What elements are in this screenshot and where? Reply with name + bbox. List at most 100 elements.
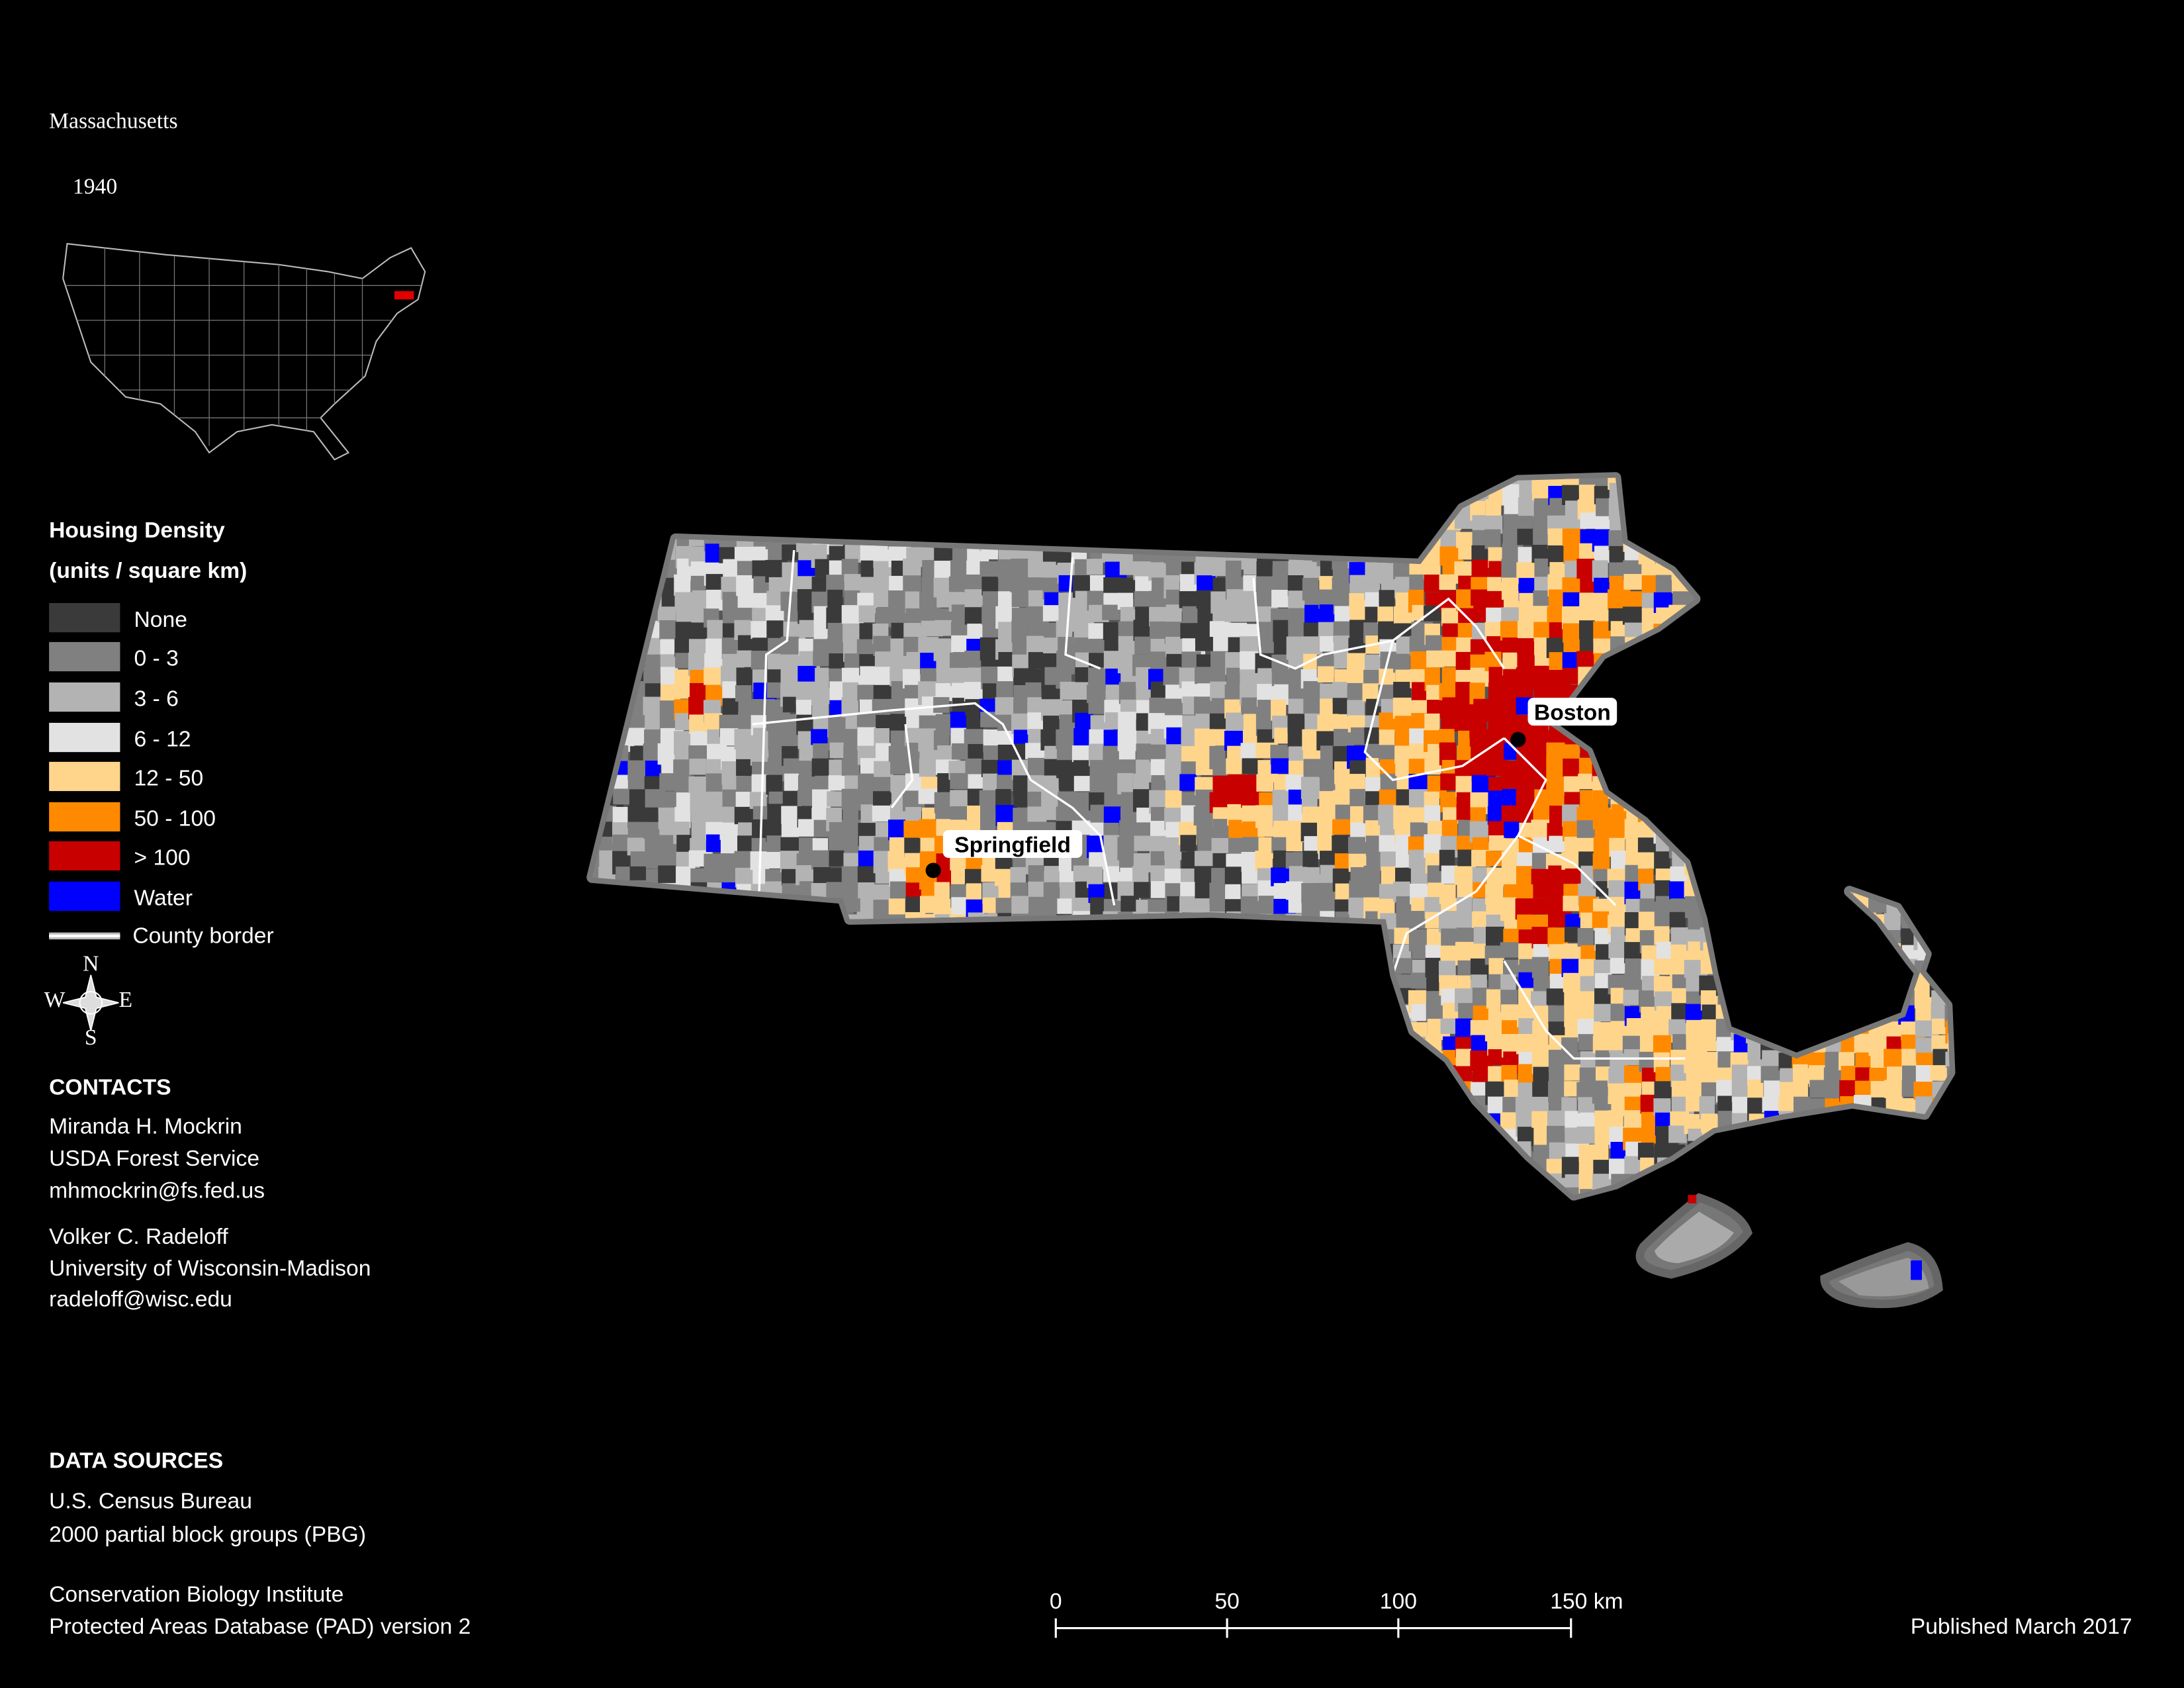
density-patch bbox=[903, 558, 921, 577]
density-patch bbox=[1579, 592, 1598, 608]
density-patch bbox=[750, 851, 767, 870]
density-patch bbox=[1637, 837, 1658, 853]
density-patch bbox=[645, 761, 661, 778]
density-patch bbox=[1379, 590, 1394, 612]
city-label-bg bbox=[1527, 698, 1617, 726]
source-line: Conservation Biology Institute bbox=[49, 1583, 343, 1607]
compass-w: W bbox=[44, 988, 66, 1012]
density-patch bbox=[1056, 620, 1073, 640]
density-patch bbox=[766, 774, 783, 795]
legend-swatch bbox=[49, 722, 120, 753]
density-patch bbox=[997, 744, 1015, 761]
island-water bbox=[1911, 1260, 1922, 1280]
legend-label: 12 - 50 bbox=[134, 767, 203, 791]
density-patch bbox=[1762, 1097, 1784, 1113]
density-patch bbox=[657, 606, 676, 623]
density-patch bbox=[1439, 574, 1456, 590]
density-patch bbox=[1668, 1125, 1687, 1143]
density-patch bbox=[1455, 669, 1475, 686]
legend-swatch bbox=[49, 841, 120, 870]
density-patch bbox=[1136, 743, 1154, 760]
contact-line: radeloff@wisc.edu bbox=[49, 1288, 232, 1312]
density-patch bbox=[979, 790, 996, 806]
density-patch bbox=[1686, 1066, 1704, 1084]
density-patch bbox=[1424, 574, 1440, 592]
density-patch bbox=[1653, 959, 1673, 975]
density-patch bbox=[723, 559, 739, 581]
density-patch bbox=[995, 868, 1011, 886]
density-patch bbox=[1118, 712, 1136, 731]
density-patch bbox=[1500, 773, 1517, 789]
density-patch bbox=[1456, 927, 1473, 943]
density-patch bbox=[858, 605, 876, 623]
density-patch bbox=[828, 775, 847, 791]
legend-label: 3 - 6 bbox=[134, 687, 178, 712]
density-patch bbox=[1393, 958, 1412, 974]
density-patch bbox=[1409, 807, 1428, 823]
density-patch bbox=[997, 559, 1014, 579]
density-patch bbox=[980, 712, 1001, 727]
density-patch bbox=[934, 620, 954, 636]
density-patch bbox=[1424, 805, 1441, 823]
density-patch bbox=[1565, 868, 1582, 886]
density-patch bbox=[1151, 775, 1167, 793]
density-patch bbox=[1132, 773, 1150, 792]
density-patch bbox=[857, 866, 877, 883]
density-patch bbox=[1501, 1064, 1518, 1082]
density-patch bbox=[1303, 622, 1320, 639]
density-patch bbox=[1241, 790, 1262, 808]
density-patch bbox=[1120, 896, 1140, 912]
marthas-vineyard-land bbox=[1655, 1211, 1734, 1264]
density-patch bbox=[1165, 790, 1182, 811]
density-patch bbox=[1150, 639, 1169, 655]
density-patch bbox=[1670, 898, 1687, 915]
density-patch bbox=[1944, 1004, 1950, 1027]
density-patch bbox=[827, 589, 843, 613]
density-patch bbox=[1488, 712, 1504, 732]
density-patch bbox=[964, 650, 983, 668]
density-patch bbox=[1377, 606, 1394, 624]
density-patch bbox=[1548, 1006, 1564, 1025]
density-patch bbox=[1179, 774, 1197, 791]
density-patch bbox=[1273, 573, 1291, 590]
nantucket-land bbox=[1838, 1257, 1929, 1297]
density-patch bbox=[735, 685, 752, 702]
density-patch bbox=[813, 743, 829, 763]
density-patch bbox=[1010, 576, 1029, 592]
city-dot bbox=[1510, 731, 1526, 747]
density-patch bbox=[1347, 700, 1365, 717]
density-patch bbox=[1288, 608, 1306, 626]
density-patch bbox=[1408, 774, 1428, 790]
density-patch bbox=[1576, 820, 1596, 839]
density-patch bbox=[811, 729, 828, 745]
density-patch bbox=[1548, 911, 1568, 928]
density-patch bbox=[968, 743, 984, 763]
density-patch bbox=[1224, 684, 1242, 702]
density-patch bbox=[919, 759, 936, 777]
contact-line: University of Wisconsin-Madison bbox=[49, 1256, 371, 1281]
density-patch bbox=[658, 865, 676, 884]
density-patch bbox=[1332, 835, 1349, 856]
county-borders bbox=[752, 549, 1686, 1060]
density-patch bbox=[1623, 990, 1639, 1006]
density-patch bbox=[1425, 635, 1445, 653]
density-patch bbox=[1441, 988, 1457, 1006]
compass-e: E bbox=[119, 988, 133, 1012]
density-patch bbox=[1059, 700, 1075, 720]
sources-title: DATA SOURCES bbox=[49, 1449, 223, 1474]
density-patch bbox=[782, 544, 799, 561]
density-patch bbox=[1424, 791, 1439, 810]
density-patch bbox=[887, 851, 906, 872]
density-patch bbox=[719, 822, 738, 840]
density-patch bbox=[1456, 835, 1473, 852]
legend-swatch bbox=[49, 641, 120, 672]
scale-label: 150 km bbox=[1550, 1589, 1623, 1614]
density-patch bbox=[966, 805, 983, 822]
density-patch bbox=[919, 819, 939, 839]
legend-subtitle: (units / square km) bbox=[49, 559, 247, 583]
density-patch bbox=[1424, 605, 1443, 622]
density-patch bbox=[1578, 959, 1596, 979]
density-patch bbox=[1578, 1144, 1595, 1162]
compass-n: N bbox=[83, 951, 99, 976]
